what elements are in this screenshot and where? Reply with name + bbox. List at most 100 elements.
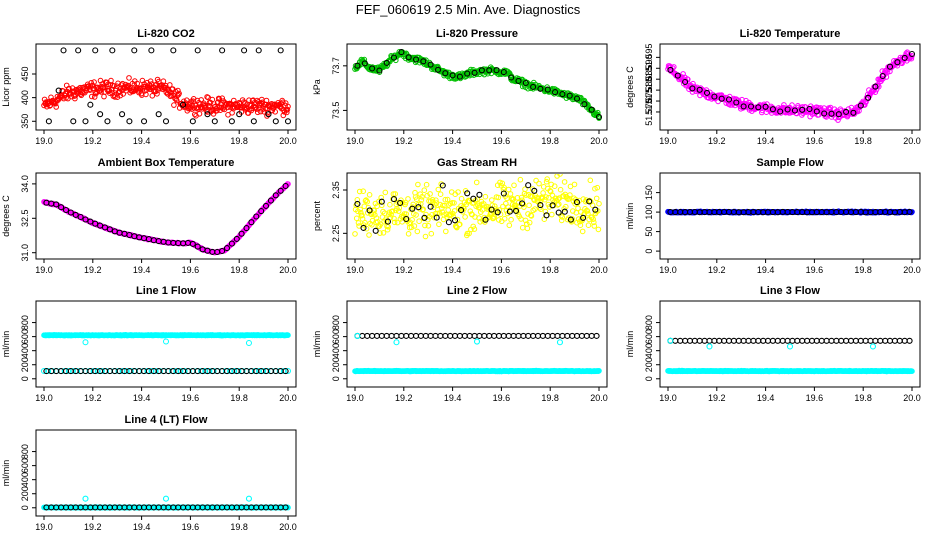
sample-point <box>250 118 257 125</box>
panel-title: Gas Stream RH <box>437 157 517 169</box>
sample-point <box>682 337 689 344</box>
outlier-point <box>667 337 674 344</box>
sample-point <box>779 337 786 344</box>
plot-frame <box>346 43 608 131</box>
dense-point <box>261 109 267 115</box>
sample-point <box>510 332 517 339</box>
dense-point <box>387 214 394 221</box>
x-tick-label: 19.6 <box>182 265 200 275</box>
dense-point <box>520 201 527 208</box>
dense-point <box>356 188 363 195</box>
dense-point <box>445 207 452 213</box>
dense-point <box>387 201 393 208</box>
sample-point <box>360 224 367 231</box>
y-tick-label: 600 <box>644 329 654 344</box>
sample-point <box>194 243 201 250</box>
sample-point <box>412 332 420 339</box>
dense-point <box>415 181 421 188</box>
x-tick-label: 19.2 <box>708 136 726 146</box>
panel-title: Li-820 Pressure <box>436 28 518 40</box>
sample-point <box>458 207 465 214</box>
dense-point <box>108 77 114 84</box>
dense-point <box>518 194 525 201</box>
dense-point <box>439 209 446 215</box>
sample-point <box>906 337 913 344</box>
dense-point <box>361 56 368 63</box>
sample-point <box>412 56 420 63</box>
x-tick-label: 19.0 <box>346 136 364 146</box>
outlier-point <box>82 339 89 346</box>
x-tick-label: 19.8 <box>541 393 559 403</box>
x-tick-label: 19.8 <box>230 136 248 146</box>
y-tick-label: 51.590 <box>644 55 654 83</box>
dense-point <box>209 96 216 103</box>
sample-point <box>62 206 70 214</box>
sample-point <box>718 95 725 102</box>
sample-point <box>75 47 82 54</box>
low-point <box>177 368 184 375</box>
sample-point <box>799 106 806 113</box>
sample-point <box>77 213 84 221</box>
sample-point <box>559 91 566 98</box>
low-point <box>119 368 126 375</box>
low-point <box>123 368 130 375</box>
panel-title: Line 1 Flow <box>136 285 196 297</box>
sample-point <box>488 206 495 213</box>
sample-point <box>865 94 872 101</box>
dense-point <box>389 208 396 214</box>
y-tick-label: 400 <box>20 472 30 487</box>
sample-point <box>155 111 162 118</box>
dense-point <box>416 218 422 224</box>
sample-point <box>409 205 416 212</box>
x-tick-label: 19.8 <box>541 265 559 275</box>
dense-point <box>549 211 555 218</box>
sample-point <box>267 197 274 204</box>
y-tick-label: 34.0 <box>20 175 30 193</box>
sample-point <box>223 245 231 252</box>
sample-point <box>170 47 177 54</box>
x-tick-label: 20.0 <box>590 136 608 146</box>
sample-point <box>549 202 556 209</box>
x-tick-label: 19.4 <box>133 393 151 403</box>
x-tick-label: 19.6 <box>806 265 824 275</box>
x-tick-label: 19.4 <box>444 393 462 403</box>
sample-point <box>101 224 109 231</box>
dense-point <box>555 196 562 202</box>
sample-point <box>282 368 289 375</box>
sample-point <box>901 54 908 61</box>
sample-point <box>92 220 99 227</box>
sample-point <box>415 204 422 211</box>
sample-point <box>573 199 581 206</box>
dense-point <box>167 82 173 88</box>
panel-title: Line 3 Flow <box>760 285 820 297</box>
y-tick-label: 400 <box>644 343 654 358</box>
x-tick-label: 19.4 <box>133 265 151 275</box>
x-tick-label: 19.2 <box>708 393 726 403</box>
dense-point <box>285 332 291 339</box>
sample-point <box>534 332 542 339</box>
sample-point <box>466 332 473 339</box>
dense-point <box>280 112 287 119</box>
dense-point <box>284 106 291 113</box>
sample-point <box>383 332 390 339</box>
outlier-point <box>163 338 169 345</box>
dense-point <box>384 226 391 233</box>
x-tick-label: 19.4 <box>444 265 462 275</box>
x-tick-label: 20.0 <box>590 265 608 275</box>
outlier-point <box>556 339 564 346</box>
sample-point <box>243 225 250 232</box>
dense-point <box>264 113 270 119</box>
sample-point <box>774 337 781 344</box>
x-tick-label: 19.2 <box>84 136 102 146</box>
y-tick-label: 200 <box>331 357 341 372</box>
sample-point <box>403 215 410 223</box>
dense-point <box>285 103 291 110</box>
dense-point <box>147 78 154 84</box>
dense-point <box>564 195 570 201</box>
sample-point <box>378 198 385 205</box>
dense-point <box>380 208 386 215</box>
x-tick-label: 20.0 <box>903 136 921 146</box>
